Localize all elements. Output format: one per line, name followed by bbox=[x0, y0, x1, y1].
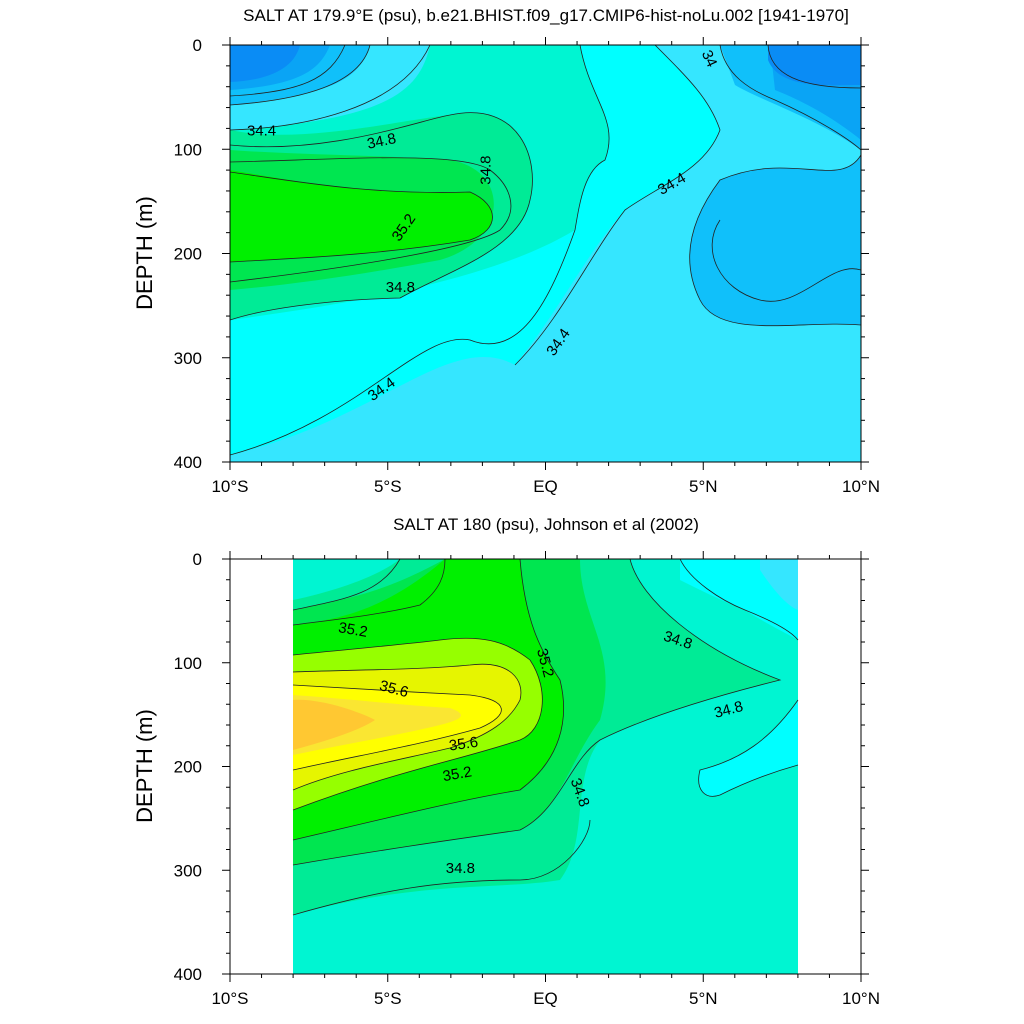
contour-label: 34.8 bbox=[365, 130, 397, 153]
contour-line bbox=[767, 45, 861, 89]
contour-line bbox=[679, 559, 799, 641]
x-tick-label: EQ bbox=[533, 989, 558, 1008]
x-tick-label: 5°S bbox=[374, 477, 402, 496]
panel-2: SALT AT 180 (psu), Johnson et al (2002) bbox=[132, 515, 880, 1008]
fill-level-35.2 bbox=[230, 170, 493, 262]
panel-2-ylabel: DEPTH (m) bbox=[132, 709, 157, 823]
contour-label: 34.8 bbox=[386, 279, 415, 296]
contour-label-text: 34.4 bbox=[247, 122, 276, 139]
contour-label-text: 34.8 bbox=[712, 698, 745, 722]
y-tick-label: 200 bbox=[174, 758, 202, 777]
contour-label-text: 35.2 bbox=[337, 619, 369, 641]
contour-line bbox=[230, 45, 346, 97]
contour-label: 35.6 bbox=[378, 677, 411, 701]
fill-level-34.4-north-deep bbox=[698, 700, 798, 797]
y-tick-label: 100 bbox=[174, 654, 202, 673]
contour-line bbox=[711, 219, 861, 302]
contour-line bbox=[230, 45, 371, 106]
contour-label: 34.8 bbox=[446, 860, 475, 877]
x-tick-label: 10°N bbox=[842, 477, 880, 496]
contour-line bbox=[689, 154, 861, 327]
panel-2-contour-labels: 35.235.234.835.634.835.635.234.834.8 bbox=[337, 619, 745, 877]
contour-label-text: 34 bbox=[698, 48, 720, 70]
contour-label: 35.2 bbox=[533, 647, 557, 680]
y-tick-label: 300 bbox=[174, 349, 202, 368]
contour-line bbox=[230, 45, 610, 456]
panel-2-contour-fill bbox=[293, 559, 798, 974]
contour-label-text: 35.2 bbox=[441, 763, 473, 785]
contour-line bbox=[719, 45, 861, 151]
contour-line bbox=[292, 559, 446, 626]
fill-level-36.2 bbox=[293, 699, 375, 750]
fill-level-33.6-north bbox=[768, 45, 861, 86]
x-tick-label: 5°S bbox=[374, 989, 402, 1008]
contour-line bbox=[514, 45, 721, 366]
contour-label-text: 34.8 bbox=[365, 130, 397, 153]
panel-2-title: SALT AT 180 (psu), Johnson et al (2002) bbox=[393, 515, 699, 534]
contour-label: 35.2 bbox=[441, 763, 473, 785]
contour-label-text: 35.6 bbox=[378, 677, 411, 701]
x-tick-label: 5°N bbox=[689, 477, 718, 496]
panel-2-axes: 10°S 5°S EQ 5°N 10°N 0 100 200 300 400 bbox=[174, 550, 880, 1008]
panel-1-title: SALT AT 179.9°E (psu), b.e21.BHIST.f09_g… bbox=[243, 6, 849, 25]
panel-1-axes: 10°S 5°S EQ 5°N 10°N 0 100 200 300 400 bbox=[174, 36, 880, 496]
x-tick-label: EQ bbox=[533, 477, 558, 496]
y-tick-label: 400 bbox=[174, 965, 202, 984]
y-tick-label: 100 bbox=[174, 140, 202, 159]
contour-line bbox=[292, 819, 591, 916]
contour-label-text: 35.2 bbox=[533, 647, 557, 680]
contour-label: 35.2 bbox=[337, 619, 369, 641]
x-tick-label: 10°N bbox=[842, 989, 880, 1008]
x-tick-label: 10°S bbox=[211, 477, 248, 496]
panel-1: SALT AT 179.9°E (psu), b.e21.BHIST.f09_g… bbox=[132, 6, 880, 496]
contour-line bbox=[292, 637, 543, 811]
panel-1-contour-fill bbox=[230, 45, 861, 462]
contour-label: 34.4 bbox=[247, 122, 276, 139]
x-tick-label: 5°N bbox=[689, 989, 718, 1008]
contour-label: 34.8 bbox=[478, 155, 495, 184]
contour-line bbox=[230, 157, 512, 283]
y-tick-label: 300 bbox=[174, 861, 202, 880]
contour-line bbox=[292, 559, 564, 841]
contour-line bbox=[292, 684, 502, 771]
contour-line bbox=[292, 559, 401, 611]
panel-1-contour-lines bbox=[230, 45, 861, 456]
panel-2-contour-lines bbox=[292, 559, 799, 916]
contour-label-text: 34.8 bbox=[386, 279, 415, 296]
fill-level-34.2-north bbox=[760, 559, 798, 610]
contour-line bbox=[698, 699, 799, 797]
fill-level-33.6-south bbox=[230, 45, 300, 82]
contour-line bbox=[292, 559, 782, 866]
contour-label: 34 bbox=[698, 48, 720, 70]
y-tick-label: 0 bbox=[193, 36, 202, 55]
y-tick-label: 400 bbox=[174, 453, 202, 472]
fill-level-34.0-north-deep bbox=[689, 155, 861, 326]
contour-line bbox=[230, 45, 431, 131]
contour-label-text: 35.6 bbox=[448, 734, 479, 755]
contour-label: 35.6 bbox=[448, 734, 479, 755]
contour-line bbox=[230, 171, 493, 263]
contour-label: 34.8 bbox=[712, 698, 745, 722]
contour-line bbox=[292, 663, 522, 791]
contour-line bbox=[230, 112, 533, 321]
panel-1-ylabel: DEPTH (m) bbox=[132, 196, 157, 310]
x-tick-label: 10°S bbox=[211, 989, 248, 1008]
contour-label-text: 34.8 bbox=[446, 860, 475, 877]
contour-label-text: 34.8 bbox=[478, 155, 495, 184]
y-tick-label: 200 bbox=[174, 245, 202, 264]
y-tick-label: 0 bbox=[193, 550, 202, 569]
